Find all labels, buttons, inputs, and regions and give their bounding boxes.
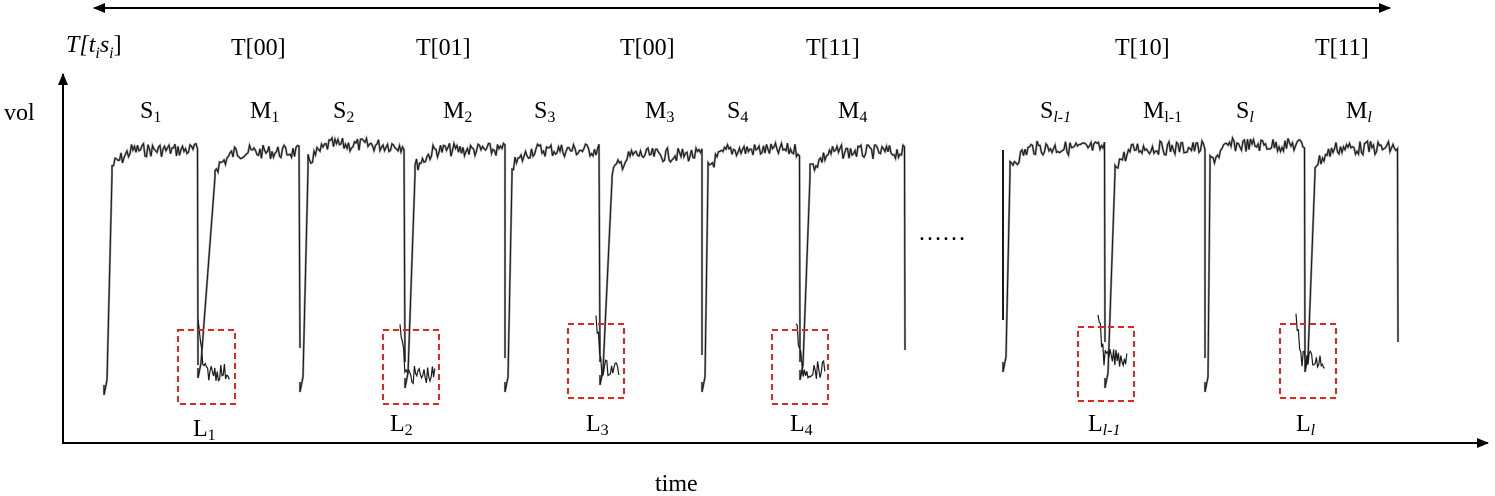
waveform-trace <box>403 139 507 389</box>
low-period-box <box>771 329 829 405</box>
waveform-trace <box>1097 314 1128 368</box>
l-label: L4 <box>790 411 813 439</box>
ellipsis: …… <box>918 220 966 246</box>
l-label: L3 <box>586 411 609 439</box>
waveform-trace <box>1103 137 1207 389</box>
tag-label: T[00] <box>620 35 675 61</box>
s-label: Sl <box>1236 98 1254 126</box>
waveform-trace <box>595 315 620 378</box>
tag-label: T[11] <box>806 35 860 61</box>
waveform-trace <box>399 324 436 385</box>
y-axis-label: T[tisi] <box>66 32 122 62</box>
low-period-box <box>567 323 625 399</box>
voltage-waveform <box>102 134 1400 396</box>
l-label: Ll-1 <box>1088 411 1120 439</box>
m-label: M2 <box>443 98 472 126</box>
waveform-trace <box>1303 137 1400 373</box>
waveform-trace <box>102 141 200 396</box>
waveform-trace <box>799 143 906 381</box>
s-label: Sl-1 <box>1040 98 1071 126</box>
x-axis-label: time <box>655 471 698 496</box>
waveform-trace <box>197 143 301 379</box>
low-period-box <box>177 329 236 405</box>
waveform-trace <box>798 141 907 381</box>
waveform-trace <box>795 323 826 380</box>
waveform-trace <box>1002 140 1106 373</box>
waveform-trace <box>504 142 601 393</box>
m-label: Ml <box>1346 98 1372 126</box>
waveform-trace <box>298 134 407 393</box>
waveform-trace <box>103 142 199 396</box>
waveform-trace <box>1104 139 1206 389</box>
m-label: M4 <box>838 98 867 126</box>
s-label: S4 <box>727 98 748 126</box>
waveform-trace <box>701 141 801 393</box>
waveform-trace <box>196 141 302 379</box>
m-label: M3 <box>645 98 674 126</box>
tag-label: T[10] <box>1115 35 1170 61</box>
waveform-trace <box>1203 134 1307 393</box>
waveform-trace <box>1295 313 1326 369</box>
tag-label: T[01] <box>416 35 471 61</box>
waveform-trace <box>404 141 506 389</box>
tag-label: T[00] <box>231 35 286 61</box>
m-label: Ml-1 <box>1143 98 1182 126</box>
waveform-trace <box>598 144 704 386</box>
waveform-trace <box>503 141 602 393</box>
waveform-trace <box>197 319 230 382</box>
low-period-box <box>1077 326 1135 402</box>
l-label: L2 <box>390 411 413 439</box>
waveform-trace <box>1304 139 1399 373</box>
waveform-trace <box>599 146 703 386</box>
vol-label: vol <box>4 100 35 126</box>
waveform-trace <box>700 139 802 393</box>
low-period-boxes <box>177 323 1337 405</box>
l-label: L1 <box>193 416 216 444</box>
s-label: S2 <box>333 98 354 126</box>
m-label: M1 <box>250 98 279 126</box>
tag-label: T[11] <box>1315 35 1369 61</box>
l-label: Ll <box>1296 411 1316 439</box>
waveform-trace <box>299 136 406 393</box>
waveform-trace <box>1204 136 1306 393</box>
low-period-box <box>1279 323 1337 399</box>
low-period-box <box>382 329 440 405</box>
waveform-trace <box>1001 138 1107 373</box>
s-label: S1 <box>140 98 161 126</box>
s-label: S3 <box>534 98 555 126</box>
